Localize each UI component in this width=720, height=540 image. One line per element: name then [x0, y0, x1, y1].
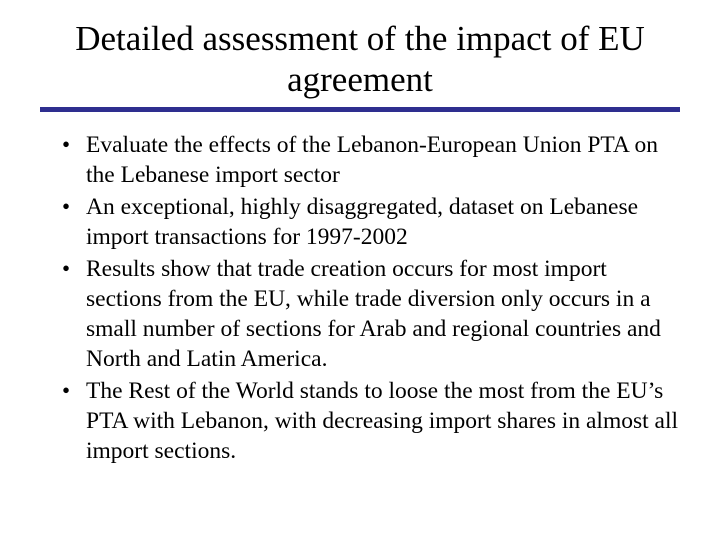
list-item: Evaluate the effects of the Lebanon-Euro… — [62, 130, 680, 190]
slide-title: Detailed assessment of the impact of EU … — [66, 18, 655, 101]
list-item: An exceptional, highly disaggregated, da… — [62, 192, 680, 252]
title-block: Detailed assessment of the impact of EU … — [66, 18, 655, 101]
list-item: Results show that trade creation occurs … — [62, 254, 680, 374]
title-underline — [40, 107, 680, 112]
bullet-list: Evaluate the effects of the Lebanon-Euro… — [40, 130, 680, 467]
list-item: The Rest of the World stands to loose th… — [62, 376, 680, 466]
slide-container: Detailed assessment of the impact of EU … — [0, 0, 720, 540]
